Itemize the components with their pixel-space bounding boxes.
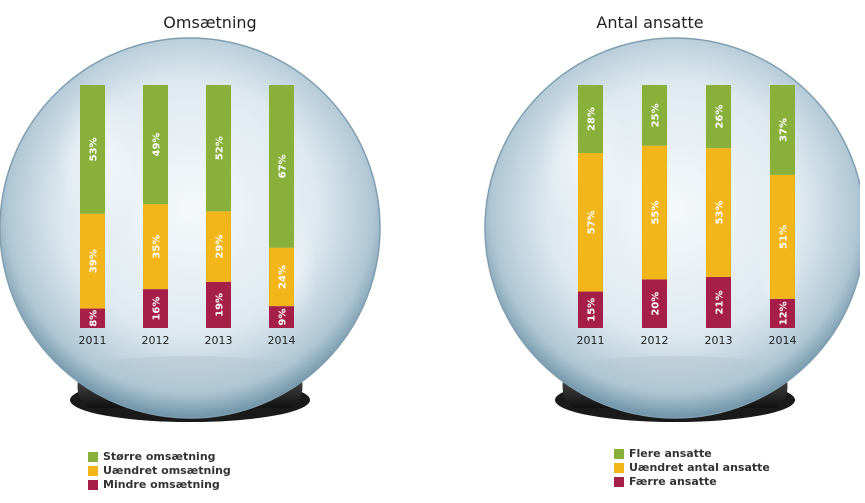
- data-label: 26%: [715, 105, 726, 129]
- legend-label: Færre ansatte: [629, 475, 717, 488]
- data-label: 49%: [152, 133, 163, 157]
- data-label: 51%: [779, 225, 790, 249]
- legend-item: Større omsætning: [88, 450, 231, 463]
- data-label: 52%: [215, 136, 226, 160]
- data-label: 55%: [651, 201, 662, 225]
- data-label: 12%: [779, 301, 790, 325]
- legend-item: Færre ansatte: [614, 475, 770, 488]
- bar-segment: [770, 174, 795, 299]
- legend: Større omsætning Uændret omsætning Mindr…: [88, 450, 231, 492]
- bar-segment: [770, 298, 795, 328]
- legend-swatch-green: [88, 451, 98, 462]
- bar-segment: [206, 281, 231, 328]
- bar-segment: [269, 85, 294, 248]
- bar-segment: [80, 213, 105, 309]
- bar-segment: [269, 247, 294, 307]
- data-label: 21%: [715, 291, 726, 315]
- legend-swatch-yellow: [88, 465, 98, 476]
- globe-chart-antal-ansatte: 15% 57% 28% 2011 20% 55% 25% 2012 21% 53% 26% 2013 1…: [484, 37, 860, 422]
- data-label: 9%: [278, 309, 289, 326]
- bar-segment: [269, 306, 294, 328]
- bar-segment: [770, 85, 795, 175]
- legend-swatch-yellow: [614, 462, 624, 473]
- data-label: 39%: [89, 249, 100, 273]
- x-tick-label: 2013: [705, 334, 733, 347]
- bar-segment: [578, 153, 603, 292]
- bar-segment: [578, 291, 603, 328]
- legend-item: Mindre omsætning: [88, 478, 231, 491]
- legend-item: Uændret omsætning: [88, 464, 231, 477]
- glass-sphere: [0, 37, 381, 419]
- data-label: 15%: [587, 298, 598, 322]
- x-tick-label: 2012: [142, 334, 170, 347]
- data-label: 53%: [715, 201, 726, 225]
- data-label: 16%: [152, 297, 163, 321]
- bar-segment: [642, 145, 667, 280]
- data-label: 20%: [651, 292, 662, 316]
- bar-segment: [143, 289, 168, 328]
- bar-segment: [206, 211, 231, 282]
- data-label: 53%: [89, 137, 100, 161]
- bar-segment: [80, 85, 105, 214]
- legend: Flere ansatte Uændret antal ansatte Færr…: [614, 447, 770, 489]
- data-label: 57%: [587, 210, 598, 234]
- bar-segment: [206, 85, 231, 212]
- legend-item: Uændret antal ansatte: [614, 461, 770, 474]
- x-tick-label: 2011: [79, 334, 107, 347]
- x-tick-label: 2014: [268, 334, 296, 347]
- legend-label: Flere ansatte: [629, 447, 712, 460]
- bar-segment: [642, 279, 667, 328]
- bar-segment: [578, 85, 603, 154]
- x-tick-label: 2014: [769, 334, 797, 347]
- bar-segment: [143, 85, 168, 205]
- data-label: 37%: [779, 118, 790, 142]
- bar-segment: [143, 204, 168, 290]
- legend-item: Flere ansatte: [614, 447, 770, 460]
- data-label: 28%: [587, 107, 598, 131]
- data-label: 29%: [215, 235, 226, 259]
- x-tick-label: 2013: [205, 334, 233, 347]
- bar-segment: [706, 85, 731, 149]
- chart-panel-omsaetning: Omsætning 8% 39% 53% 2011 16% 35% 49% 2012 19% 29…: [0, 0, 420, 503]
- data-label: 35%: [152, 235, 163, 259]
- chart-title: Omsætning: [163, 13, 257, 32]
- bar-segment: [642, 85, 667, 146]
- legend-label: Større omsætning: [103, 450, 216, 463]
- legend-swatch-red: [614, 476, 624, 487]
- globe-chart-omsaetning: 8% 39% 53% 2011 16% 35% 49% 2012 19% 29% 52% 2013 9%…: [0, 37, 381, 422]
- legend-label: Uændret antal ansatte: [629, 461, 770, 474]
- legend-label: Mindre omsætning: [103, 478, 220, 491]
- x-tick-label: 2012: [641, 334, 669, 347]
- bar-segment: [706, 276, 731, 328]
- data-label: 8%: [89, 310, 100, 327]
- bar-segment: [706, 148, 731, 277]
- glass-sphere: [484, 37, 860, 419]
- legend-label: Uændret omsætning: [103, 464, 231, 477]
- legend-swatch-red: [88, 479, 98, 490]
- chart-title: Antal ansatte: [596, 13, 704, 32]
- data-label: 67%: [278, 154, 289, 178]
- data-label: 19%: [215, 293, 226, 317]
- data-label: 24%: [278, 265, 289, 289]
- x-tick-label: 2011: [577, 334, 605, 347]
- chart-panel-antal-ansatte: Antal ansatte 15% 57% 28% 2011 20% 55% 25% 2012…: [440, 0, 860, 503]
- bar-segment: [80, 308, 105, 328]
- data-label: 25%: [651, 103, 662, 127]
- legend-swatch-green: [614, 448, 624, 459]
